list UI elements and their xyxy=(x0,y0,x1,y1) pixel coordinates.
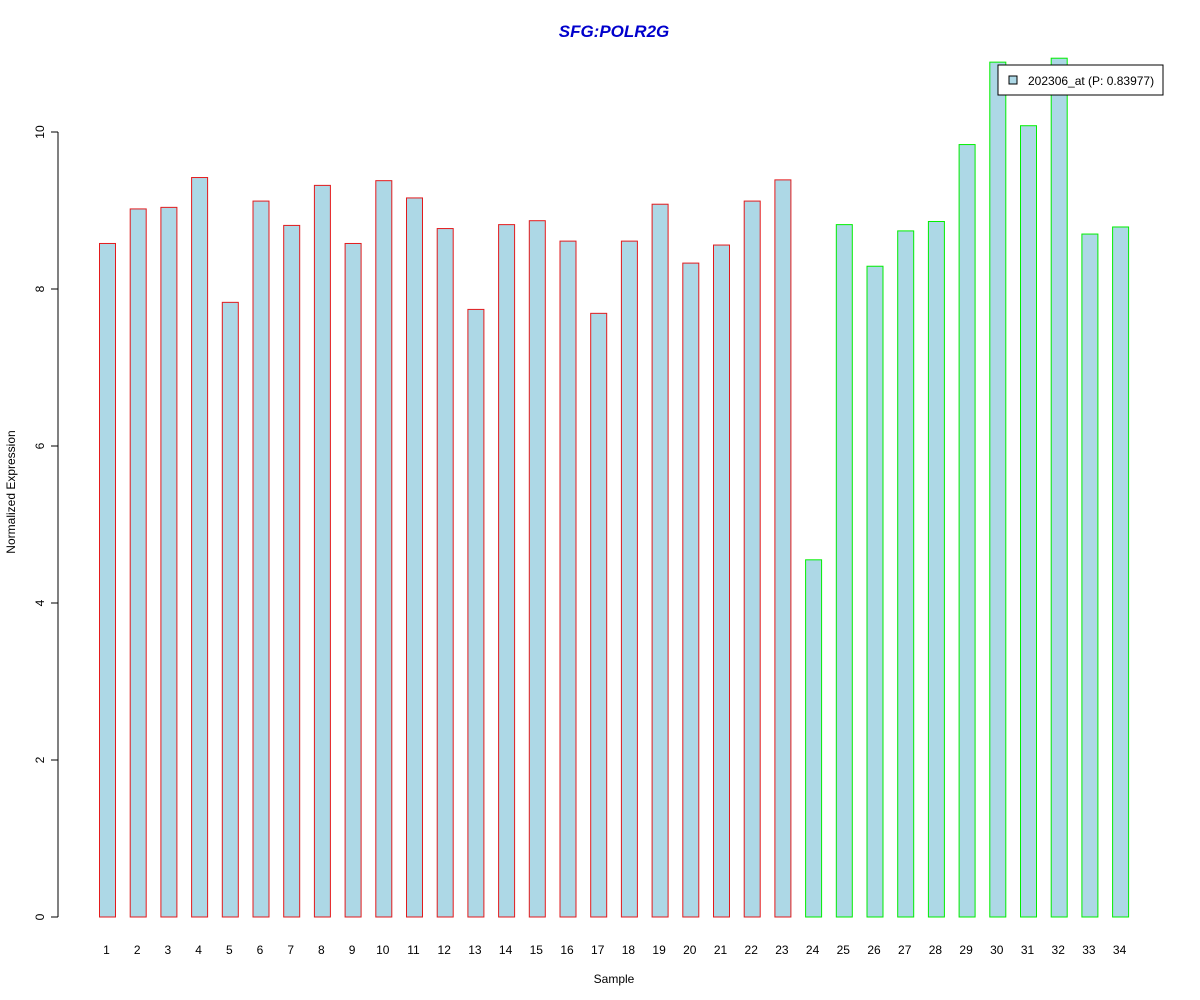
bar-sample-34 xyxy=(1112,226,1130,918)
x-tick-label: 15 xyxy=(530,943,544,957)
y-tick-label: 4 xyxy=(33,599,47,606)
x-tick-label: 29 xyxy=(959,943,973,957)
bar-sample-20 xyxy=(682,262,700,918)
x-tick-label: 11 xyxy=(407,943,420,957)
y-axis-title: Normalized Expression xyxy=(4,430,18,553)
bar-sample-22 xyxy=(743,200,761,918)
x-tick-label: 25 xyxy=(837,943,851,957)
bar-sample-4 xyxy=(191,177,209,918)
x-tick-label: 20 xyxy=(683,943,697,957)
bar-sample-26 xyxy=(866,265,884,918)
x-tick-label: 3 xyxy=(165,943,172,957)
bar-sample-15 xyxy=(528,220,546,918)
x-tick-label: 31 xyxy=(1021,943,1035,957)
x-tick-label: 30 xyxy=(990,943,1004,957)
x-tick-label: 10 xyxy=(376,943,390,957)
x-tick-label: 1 xyxy=(103,943,110,957)
x-tick-label: 5 xyxy=(226,943,233,957)
y-tick-label: 8 xyxy=(33,285,47,292)
bar-sample-24 xyxy=(805,559,823,918)
x-tick-labels: 1 2 3 4 5 6 7 8 9 10 11 12 13 14 15 16 17 18 19 20 21 22 23 24 2… xyxy=(103,943,1126,957)
bar-sample-29 xyxy=(958,144,976,918)
x-tick-label: 9 xyxy=(349,943,356,957)
legend: 202306_at (P: 0.83977) xyxy=(997,64,1164,96)
x-tick-label: 21 xyxy=(714,943,728,957)
bar-sample-16 xyxy=(559,240,577,918)
x-tick-label: 26 xyxy=(867,943,881,957)
legend-swatch xyxy=(1008,75,1018,85)
bar-sample-12 xyxy=(436,228,454,918)
x-tick-label: 19 xyxy=(652,943,666,957)
y-axis: 0 2 4 6 8 10 xyxy=(33,125,59,920)
bar-sample-27 xyxy=(897,230,915,918)
bar-sample-32 xyxy=(1050,57,1068,918)
x-tick-label: 12 xyxy=(438,943,452,957)
x-tick-label: 14 xyxy=(499,943,513,957)
bar-sample-23 xyxy=(774,179,792,918)
legend-label: 202306_at (P: 0.83977) xyxy=(1028,74,1154,88)
x-tick-label: 27 xyxy=(898,943,912,957)
x-tick-label: 16 xyxy=(560,943,574,957)
bar-sample-33 xyxy=(1081,233,1099,918)
bars-group xyxy=(99,57,1130,918)
x-tick-label: 28 xyxy=(929,943,943,957)
x-tick-label: 18 xyxy=(622,943,636,957)
x-tick-label: 13 xyxy=(468,943,482,957)
bar-sample-25 xyxy=(835,224,853,918)
y-tick-label: 10 xyxy=(33,125,47,139)
bar-sample-9 xyxy=(344,242,362,918)
x-tick-label: 2 xyxy=(134,943,141,957)
bar-sample-19 xyxy=(651,203,669,918)
bar-sample-7 xyxy=(283,224,301,918)
x-tick-label: 32 xyxy=(1052,943,1066,957)
chart-title: SFG:POLR2G xyxy=(559,22,670,41)
bar-sample-21 xyxy=(713,244,730,918)
bar-sample-10 xyxy=(375,180,393,918)
x-tick-label: 34 xyxy=(1113,943,1127,957)
x-tick-label: 6 xyxy=(257,943,264,957)
bar-sample-1 xyxy=(99,242,116,918)
x-axis-title: Sample xyxy=(594,972,635,986)
x-tick-label: 17 xyxy=(591,943,605,957)
bar-sample-30 xyxy=(989,61,1007,918)
bar-sample-3 xyxy=(160,206,178,918)
bar-sample-5 xyxy=(221,301,239,918)
y-tick-label: 2 xyxy=(33,756,47,763)
y-tick-label: 0 xyxy=(33,913,47,920)
bar-sample-13 xyxy=(467,308,485,918)
x-tick-label: 24 xyxy=(806,943,820,957)
bar-sample-8 xyxy=(313,184,331,918)
legend-box xyxy=(997,64,1164,96)
y-tick-label: 6 xyxy=(33,442,47,449)
x-tick-label: 8 xyxy=(318,943,325,957)
bar-sample-11 xyxy=(406,197,423,918)
bar-sample-14 xyxy=(498,224,516,918)
bar-sample-17 xyxy=(590,312,608,918)
bar-sample-6 xyxy=(252,200,270,918)
x-tick-label: 23 xyxy=(775,943,789,957)
x-tick-label: 33 xyxy=(1082,943,1096,957)
bar-sample-18 xyxy=(620,240,638,918)
x-tick-label: 4 xyxy=(195,943,202,957)
bar-sample-28 xyxy=(927,220,945,918)
x-tick-label: 22 xyxy=(745,943,759,957)
bar-sample-31 xyxy=(1020,125,1037,918)
x-tick-label: 7 xyxy=(287,943,294,957)
bar-sample-2 xyxy=(129,208,147,918)
